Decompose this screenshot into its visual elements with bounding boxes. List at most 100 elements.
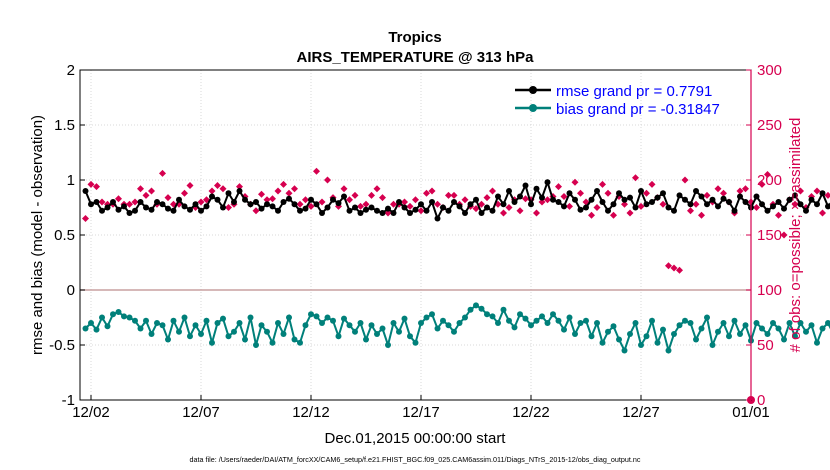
bias-point (731, 317, 738, 324)
obs-assimilated-marker (797, 187, 804, 195)
rmse-point (682, 196, 688, 203)
obs-assimilated-marker (252, 207, 260, 215)
y-left-tick-label: 0.5 (54, 227, 75, 244)
obs-assimilated-marker (307, 202, 315, 210)
rmse-point (566, 190, 573, 197)
bias-point (286, 314, 292, 321)
rmse-point (192, 201, 199, 208)
obs-assimilated-marker (208, 187, 216, 195)
obs-assimilated-marker (703, 191, 711, 199)
bias-point (368, 322, 375, 329)
bias-point (566, 314, 573, 321)
obs-assimilated-marker (214, 182, 221, 189)
legend-label-bias: bias grand pr = -0.31847 (556, 101, 720, 118)
bias-point (330, 317, 336, 324)
obs-assimilated-marker (505, 204, 513, 211)
bias-point (687, 320, 694, 326)
rmse-point (825, 203, 830, 210)
bias-point (121, 313, 127, 320)
bias-point (781, 336, 787, 343)
obs-assimilated-marker (362, 200, 370, 208)
bias-point (627, 331, 633, 337)
legend-marker-rmse (529, 86, 537, 94)
bias-point (236, 320, 243, 326)
obs-assimilated-marker (93, 183, 100, 191)
obs-assimilated-marker (258, 190, 265, 198)
obs-assimilated-marker (461, 196, 469, 204)
bias-point (115, 309, 122, 315)
obs-assimilated-marker (670, 264, 678, 272)
rmse-point (110, 199, 116, 205)
bias-point (698, 325, 705, 332)
rmse-point (709, 196, 716, 203)
bias-point (346, 322, 353, 329)
rmse-point (280, 199, 287, 205)
bias-point (434, 325, 441, 332)
bias-point (803, 328, 809, 335)
rmse-point (687, 201, 694, 208)
rmse-point (495, 193, 501, 200)
obs-assimilated-marker (643, 189, 650, 197)
obs-assimilated-marker (186, 182, 194, 189)
bias-point (324, 314, 331, 321)
rmse-point (363, 206, 369, 213)
obs-assimilated-marker (428, 187, 436, 195)
bias-point (429, 311, 435, 318)
rmse-point (770, 203, 776, 210)
obs-assimilated-marker (445, 191, 452, 199)
obs-assimilated-marker (401, 198, 408, 206)
bias-point (440, 317, 446, 324)
rmse-point (456, 203, 463, 210)
obs-assimilated-marker (434, 200, 441, 208)
obs-assimilated-marker (632, 174, 639, 182)
obs-assimilated-marker (131, 198, 139, 206)
obs-assimilated-marker (577, 189, 584, 197)
rmse-point (154, 199, 160, 205)
obs-assimilated-marker (813, 187, 821, 195)
x-tick-label: 01/01 (732, 404, 770, 421)
obs-assimilated-marker (538, 198, 546, 206)
rmse-point (616, 190, 622, 197)
bias-point (126, 314, 133, 321)
rmse-point (660, 190, 666, 197)
obs-assimilated-marker (593, 204, 601, 211)
obs-assimilated-marker (681, 176, 689, 184)
bias-point (396, 328, 402, 335)
rmse-point (555, 199, 562, 205)
bias-point (643, 333, 650, 340)
rmse-point (517, 193, 523, 200)
obs-assimilated-marker (219, 185, 227, 193)
rmse-point (451, 199, 457, 205)
bias-point (225, 333, 232, 340)
bias-point (374, 331, 380, 337)
rmse-point (704, 201, 710, 208)
rmse-point (759, 201, 765, 208)
obs-assimilated-marker (324, 176, 331, 184)
rmse-point (500, 201, 507, 208)
bias-point (165, 336, 171, 343)
bias-point (302, 322, 309, 329)
obs-assimilated-marker (280, 180, 287, 188)
rmse-point (511, 199, 518, 205)
bias-point (583, 317, 589, 324)
rmse-point (82, 188, 89, 194)
bias-point (319, 320, 325, 326)
obs-assimilated-marker (720, 189, 727, 197)
bias-point (484, 311, 490, 318)
rmse-point (423, 207, 430, 214)
rmse-point (170, 207, 177, 214)
bias-point (676, 322, 683, 329)
obs-assimilated-marker (291, 185, 298, 193)
rmse-point (401, 204, 408, 211)
bias-point (170, 317, 177, 324)
bias-point (269, 339, 276, 346)
x-tick-label: 12/17 (402, 404, 440, 421)
y-right-tick-label: 150 (757, 227, 782, 244)
rmse-point (649, 199, 655, 205)
rmse-point (467, 201, 474, 208)
x-tick-label: 12/27 (622, 404, 660, 421)
bias-point (154, 320, 160, 326)
bias-point (720, 320, 727, 326)
bias-point (489, 313, 496, 320)
bias-point (555, 317, 562, 324)
